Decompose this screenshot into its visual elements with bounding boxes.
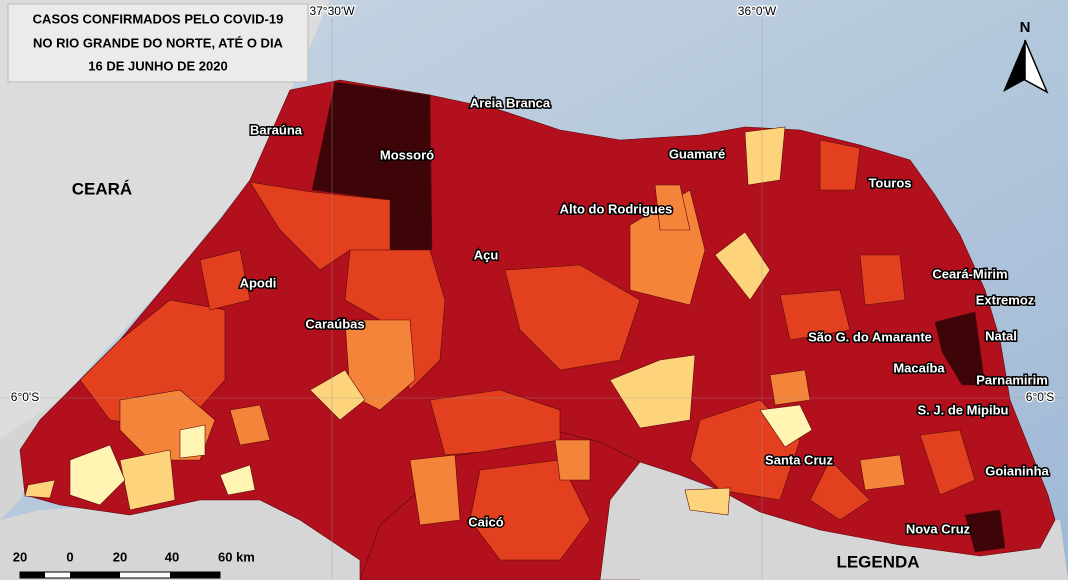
municipality (769, 369, 811, 406)
north-label: N (1020, 19, 1031, 36)
ceara-land (0, 0, 330, 440)
scale-label: 40 (165, 549, 179, 564)
municipality (859, 254, 906, 306)
municipality (859, 454, 906, 491)
city-label: Touros (868, 175, 911, 190)
city-label: Santa Cruz (765, 452, 833, 467)
municipality (199, 249, 251, 311)
municipality (119, 449, 176, 511)
city-label: Mossoró (380, 147, 434, 162)
scale-label: 60 km (218, 549, 255, 564)
city-label: Areia Branca (470, 95, 551, 110)
city-label: Extremoz (976, 292, 1035, 307)
city-label: Baraúna (250, 122, 303, 137)
city-label: Natal (985, 328, 1017, 343)
municipality (964, 509, 1006, 553)
coordinate-label: 6°0'S (11, 390, 39, 404)
municipality (919, 429, 976, 496)
municipality (69, 444, 126, 506)
municipality (24, 479, 56, 499)
city-label: Parnamirim (976, 372, 1048, 387)
municipality-natal (934, 311, 986, 386)
scale-bar: 20 0 20 40 60 km (13, 549, 255, 579)
title-line: NO RIO GRANDE DO NORTE, ATÉ O DIA (33, 35, 284, 50)
state-label: CEARÁ (72, 179, 132, 198)
municipality (684, 487, 731, 516)
municipality (219, 464, 256, 496)
legend-title: LEGENDA (836, 552, 919, 571)
municipality (819, 139, 861, 191)
city-label: Macaíba (893, 360, 945, 375)
city-label: Nova Cruz (906, 521, 971, 536)
north-arrow: N (1003, 19, 1049, 94)
municipality (309, 369, 366, 421)
municipality (179, 424, 206, 459)
city-label: Alto do Rodrigues (560, 201, 673, 216)
municipality (654, 184, 691, 231)
city-label: Apodi (240, 275, 277, 290)
coordinate-label: 6°0'S (1026, 390, 1054, 404)
title-line: 16 DE JUNHO DE 2020 (88, 58, 227, 73)
city-label: Goianinha (985, 463, 1049, 478)
municipality (409, 454, 461, 526)
scale-label: 0 (66, 549, 73, 564)
city-label: S. J. de Mipibu (917, 402, 1008, 417)
city-label: Guamaré (669, 146, 725, 161)
scale-label: 20 (13, 549, 27, 564)
city-labels: Areia Branca Baraúna Mossoró Guamaré Touros A… (238, 94, 1051, 538)
title-box (7, 3, 309, 83)
municipality (714, 231, 771, 301)
municipality (744, 126, 786, 186)
municipality (554, 439, 591, 481)
municipality (504, 264, 641, 371)
scale-label: 20 (113, 549, 127, 564)
municipality (229, 404, 271, 446)
city-label: Ceará-Mirim (932, 266, 1007, 281)
municipality (609, 354, 696, 429)
municipality (779, 289, 851, 341)
title-line: CASOS CONFIRMADOS PELO COVID-19 (33, 11, 284, 26)
city-label: Caicó (468, 514, 503, 529)
municipality (809, 459, 871, 521)
coordinate-label: 36°0'W (738, 4, 777, 18)
municipality (759, 404, 813, 448)
city-label: São G. do Amarante (808, 329, 932, 344)
city-label: Caraúbas (305, 316, 364, 331)
coordinate-label: 37°30'W (309, 4, 355, 18)
city-label: Açu (474, 247, 499, 262)
